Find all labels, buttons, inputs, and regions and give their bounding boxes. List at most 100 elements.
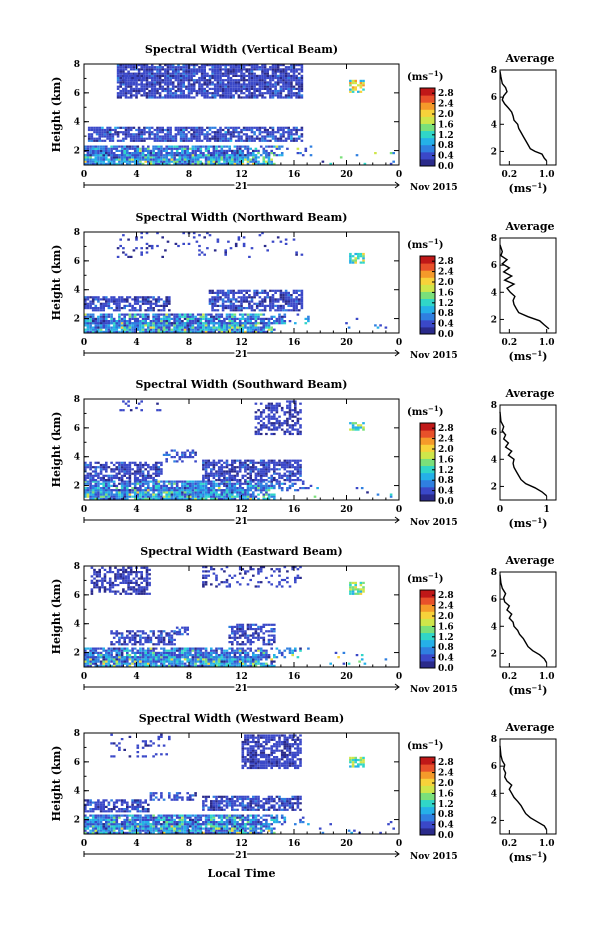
echo-cell — [295, 74, 298, 77]
echo-cell — [299, 468, 302, 471]
echo-cell — [237, 238, 241, 241]
echo-cell — [304, 487, 308, 490]
echo-cell — [200, 131, 204, 134]
echo-cell — [284, 291, 288, 294]
colorbar-swatch — [420, 130, 435, 139]
echo-cell — [224, 300, 227, 303]
echo-cell — [89, 324, 92, 327]
echo-cell — [349, 84, 352, 87]
echo-cell — [170, 484, 174, 487]
echo-cell — [232, 94, 235, 97]
echo-cell — [232, 64, 235, 67]
echo-cell — [132, 87, 136, 90]
echo-cell — [203, 79, 206, 82]
echo-cell — [262, 313, 266, 316]
echo-cell — [212, 491, 216, 494]
echo-cell — [244, 322, 247, 325]
echo-cell — [233, 152, 237, 155]
echo-cell — [278, 145, 281, 148]
echo-cell — [228, 320, 231, 323]
echo-cell — [210, 497, 213, 500]
echo-cell — [118, 300, 121, 303]
echo-cell — [164, 83, 167, 86]
echo-cell — [191, 491, 195, 494]
echo-cell — [115, 476, 119, 480]
echo-cell — [313, 495, 317, 498]
echo-cell — [123, 326, 126, 329]
echo-cell — [91, 158, 95, 161]
echo-cell — [93, 139, 96, 142]
echo-cell — [233, 313, 237, 316]
echo-cell — [150, 89, 154, 93]
echo-cell — [149, 493, 153, 496]
echo-cell — [231, 320, 234, 323]
echo-cell — [354, 428, 357, 431]
echo-cell — [139, 491, 142, 494]
echo-cell — [232, 309, 235, 312]
echo-cell — [276, 92, 280, 95]
echo-cell — [296, 411, 300, 414]
avg-y-tick-label: 4 — [491, 120, 497, 130]
echo-cell — [87, 128, 91, 132]
echo-cell — [110, 491, 113, 494]
echo-cell — [112, 470, 116, 473]
echo-cell — [224, 96, 227, 99]
echo-cell — [179, 74, 183, 77]
echo-cell — [210, 484, 213, 487]
echo-cell — [131, 315, 134, 318]
echo-cell — [120, 468, 124, 471]
echo-cell — [300, 300, 304, 303]
echo-cell — [225, 154, 229, 157]
echo-cell — [84, 298, 87, 301]
echo-cell — [119, 409, 122, 412]
echo-cell — [249, 320, 252, 323]
echo-cell — [198, 70, 201, 73]
echo-cell — [199, 320, 203, 323]
echo-cell — [254, 415, 258, 418]
echo-cell — [148, 76, 151, 80]
echo-cell — [186, 320, 189, 323]
echo-cell — [162, 154, 166, 157]
echo-cell — [204, 474, 208, 477]
echo-cell — [271, 137, 275, 140]
echo-cell — [297, 92, 301, 95]
echo-cell — [127, 92, 130, 95]
echo-cell — [245, 68, 248, 71]
echo-cell — [202, 474, 205, 477]
echo-cell — [220, 480, 224, 483]
echo-cell — [154, 152, 158, 155]
echo-cell — [255, 137, 259, 140]
echo-cell — [246, 466, 250, 469]
echo-cell — [357, 428, 360, 431]
echo-cell — [175, 162, 179, 165]
echo-cell — [112, 495, 116, 498]
echo-cell — [157, 162, 161, 165]
echo-cell — [202, 313, 205, 316]
echo-cell — [166, 94, 170, 97]
echo-cell — [141, 154, 145, 157]
echo-cell — [177, 244, 180, 248]
echo-cell — [213, 304, 217, 307]
echo-cell — [216, 83, 220, 86]
echo-cell — [154, 466, 158, 469]
echo-cell — [160, 298, 163, 301]
echo-cell — [257, 328, 260, 331]
echo-cell — [119, 83, 122, 86]
echo-cell — [273, 315, 276, 318]
echo-cell — [362, 84, 365, 87]
echo-cell — [237, 96, 241, 99]
echo-cell — [99, 466, 103, 469]
echo-cell — [217, 328, 221, 331]
echo-cell — [220, 491, 224, 494]
echo-cell — [212, 315, 216, 318]
echo-cell — [133, 480, 137, 483]
average-profile-line — [499, 71, 548, 162]
echo-cell — [131, 74, 134, 77]
echo-cell — [290, 68, 293, 71]
echo-cell — [213, 70, 217, 73]
echo-cell — [269, 94, 272, 97]
echo-cell — [253, 133, 256, 136]
avg-x-tick-label: 1.0 — [539, 338, 555, 348]
echo-cell — [97, 158, 100, 161]
echo-cell — [124, 76, 128, 80]
